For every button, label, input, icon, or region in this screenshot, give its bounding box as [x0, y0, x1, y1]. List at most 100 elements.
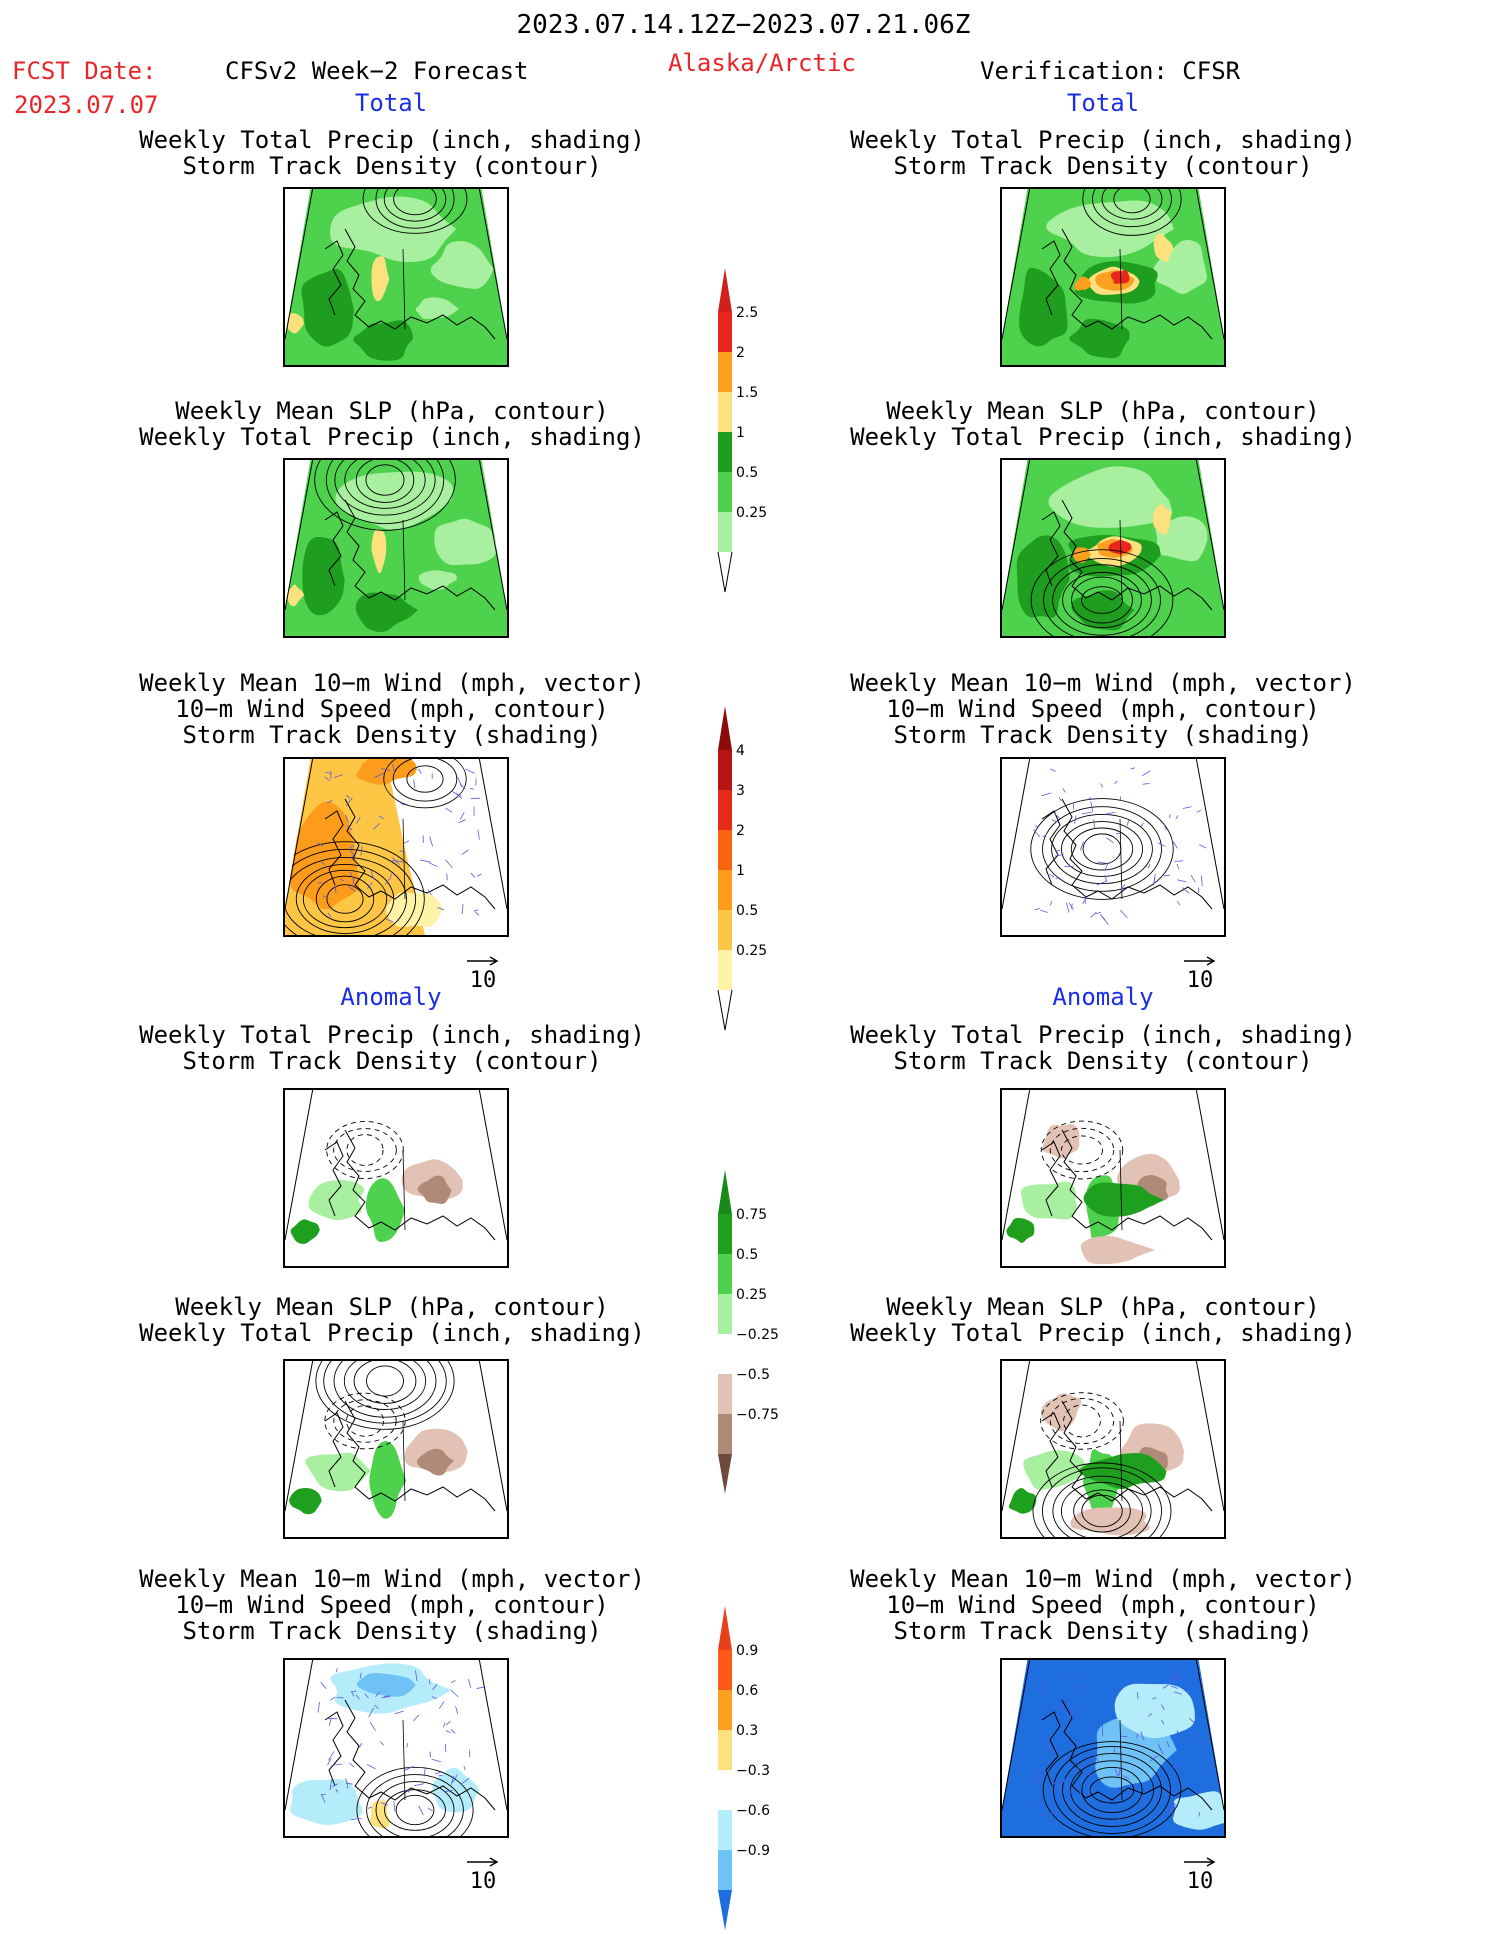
- border-line: [403, 1421, 405, 1501]
- colorbar-segment: [718, 1770, 732, 1810]
- colorbar-level-label: −0.25: [736, 1327, 779, 1343]
- wind-vector: [395, 1711, 404, 1714]
- map-verif-anom-slp-svg: [1002, 1361, 1224, 1537]
- wind-vector: [477, 874, 482, 876]
- wind-vector: [414, 780, 415, 788]
- anom-shade: [1006, 1218, 1034, 1243]
- left-panel1-title: Weekly Total Precip (inch, shading)Storm…: [42, 127, 742, 179]
- colorbar-segment: [718, 1650, 732, 1690]
- colorbar-segment: [718, 1690, 732, 1730]
- wind-vector: [458, 777, 462, 787]
- wind-vector: [1115, 781, 1118, 784]
- wind-vector: [435, 1772, 441, 1774]
- wind-vector: [1101, 783, 1103, 787]
- wind-vector: [1106, 838, 1113, 843]
- colorbar-bottom-arrow: [718, 552, 732, 592]
- left-anom-vector-ref-label: 10: [453, 1869, 513, 1894]
- wind-vector: [451, 1690, 458, 1697]
- anom-shade: [1021, 1182, 1077, 1220]
- wind-vector: [420, 860, 431, 862]
- wind-vector: [414, 1715, 419, 1721]
- wind-vector: [350, 1763, 355, 1767]
- map-verif-anom-slp: [1000, 1359, 1226, 1539]
- colorbar-segment: [718, 1294, 732, 1334]
- colorbar-segment: [718, 790, 732, 830]
- colorbar-segment: [718, 750, 732, 790]
- colorbar-top-arrow: [718, 268, 732, 312]
- wind-vector: [460, 812, 464, 819]
- colorbar-level-label: 4: [736, 743, 745, 759]
- wind-vector: [1201, 876, 1202, 887]
- map-verif-anom-precip: [1000, 1088, 1226, 1268]
- map-field: [285, 460, 507, 636]
- colorbar-segment: [718, 1254, 732, 1294]
- map-verif-total-wind: [1000, 757, 1226, 937]
- wind-vector: [470, 788, 474, 789]
- wind-vector: [473, 910, 478, 911]
- wind-vector: [367, 1764, 375, 1768]
- colorbar-level-label: 0.5: [736, 903, 758, 919]
- coastline: [325, 1712, 343, 1786]
- map-fcst-anom-wind-svg: [285, 1660, 507, 1836]
- wind-vector: [456, 1706, 458, 1713]
- date-range-title: 2023.07.14.12Z−2023.07.21.06Z: [0, 12, 1487, 38]
- colorbar-top-arrow: [718, 706, 732, 750]
- colorbar-segment: [718, 1374, 732, 1414]
- wind-vector: [1130, 768, 1134, 769]
- wind-vector: [1050, 901, 1051, 905]
- colorbar-segment: [718, 432, 732, 472]
- map-field: [291, 1121, 495, 1243]
- colorbar-segment: [718, 1214, 732, 1254]
- colorbar-segment: [718, 1414, 732, 1454]
- colorbar-segment: [718, 1850, 732, 1890]
- right-total-vector-ref-arrow: [1183, 955, 1217, 967]
- wind-vector: [1063, 788, 1066, 792]
- wind-vector: [1143, 784, 1150, 785]
- wind-vector: [471, 798, 480, 799]
- wind-vector: [462, 850, 469, 855]
- wind-vector: [432, 1759, 441, 1762]
- wind-vector: [446, 1731, 451, 1733]
- wind-vector: [477, 1687, 484, 1688]
- map-fcst-total-slp: [283, 458, 509, 638]
- map-field: [285, 759, 495, 935]
- map-field: [1002, 1660, 1224, 1836]
- left-panel3-title: Weekly Mean 10−m Wind (mph, vector)10−m …: [42, 670, 742, 748]
- wind-vector: [1177, 901, 1180, 905]
- anom-shade: [1081, 1236, 1156, 1264]
- map-fcst-anom-precip-svg: [285, 1090, 507, 1266]
- wind-vector: [1163, 875, 1169, 876]
- map-fcst-total-precip: [283, 187, 509, 367]
- model-title: CFSv2 Week−2 Forecast: [225, 58, 528, 84]
- colorbar-top-arrow: [718, 1606, 732, 1650]
- wind-vector: [407, 1743, 408, 1747]
- map-field: [285, 189, 507, 365]
- wind-vector: [1183, 807, 1191, 809]
- wind-vector: [447, 873, 448, 880]
- wind-vector: [428, 1808, 433, 1811]
- right-panel2-title: Weekly Mean SLP (hPa, contour)Weekly Tot…: [753, 398, 1453, 450]
- map-fcst-total-slp-svg: [285, 460, 507, 636]
- map-verif-total-precip-svg: [1002, 189, 1224, 365]
- right-panel4-title: Weekly Total Precip (inch, shading)Storm…: [753, 1022, 1453, 1074]
- anom-shade: [309, 1180, 364, 1220]
- wind-vector: [1131, 1784, 1132, 1788]
- map-field: [290, 1664, 495, 1836]
- right-total-label: Total: [750, 90, 1456, 116]
- anom-contour: [327, 1121, 404, 1178]
- colorbar-segment: [718, 910, 732, 950]
- speed-contour: [407, 766, 443, 792]
- wind-vector: [336, 1668, 337, 1672]
- map-fcst-anom-slp-svg: [285, 1361, 507, 1537]
- wind-vector: [330, 1697, 335, 1701]
- wind-vector: [430, 1752, 431, 1758]
- map-verif-total-precip: [1000, 187, 1226, 367]
- wind-vector: [1141, 823, 1144, 827]
- anom-shade: [1009, 1488, 1036, 1514]
- colorbar-level-label: −0.6: [736, 1803, 770, 1819]
- map-fcst-total-precip-svg: [285, 189, 507, 365]
- map-fcst-total-wind: [283, 757, 509, 937]
- wind-vector: [1059, 797, 1061, 800]
- wind-vector: [1066, 903, 1069, 913]
